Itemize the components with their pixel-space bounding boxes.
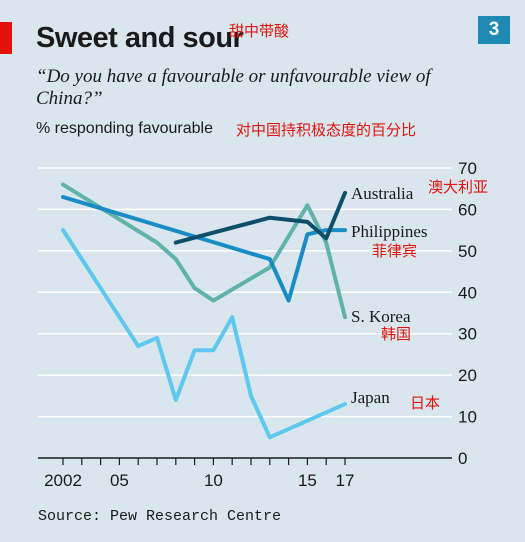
series-label-japan: Japan [351, 388, 390, 407]
series-line-australia [173, 190, 347, 245]
series-lines [61, 182, 347, 440]
y-axis-tick-labels: 0 10 20 30 40 50 60 70 [458, 159, 477, 468]
series-label-chinese-australia: 澳大利亚 [428, 178, 488, 196]
series-label-chinese-philippines: 菲律宾 [372, 242, 417, 260]
y-tick-0: 0 [458, 449, 467, 468]
y-tick-50: 50 [458, 242, 477, 261]
x-axis-ticks: 2002 05 10 15 17 [44, 458, 354, 490]
red-tab [0, 22, 12, 54]
series-label-chinese-s-korea: 韩国 [381, 325, 411, 343]
chart-measure: % responding favourable [36, 120, 214, 137]
y-tick-40: 40 [458, 283, 477, 302]
x-tick-label-2015: 15 [298, 471, 317, 490]
y-tick-70: 70 [458, 159, 477, 178]
x-tick-label-2017: 17 [336, 471, 355, 490]
x-tick-label-2010: 10 [204, 471, 223, 490]
series-label-chinese-japan: 日本 [410, 394, 440, 412]
chart-title: Sweet and sour [36, 22, 244, 54]
y-tick-20: 20 [458, 366, 477, 385]
series-label-s-korea: S. Korea [351, 307, 411, 326]
series-line-japan [61, 228, 347, 440]
source-note: Source: Pew Research Centre [38, 508, 282, 525]
chart-subtitle: “Do you have a favourable or unfavourabl… [36, 66, 431, 109]
x-tick-label-2005: 05 [110, 471, 129, 490]
chart-number-badge: 3 [478, 16, 510, 44]
series-label-philippines: Philippines [351, 222, 428, 241]
chart-title-chinese: 甜中带酸 [229, 23, 290, 40]
y-tick-60: 60 [458, 200, 477, 219]
x-tick-label-2002: 2002 [44, 471, 82, 490]
y-tick-10: 10 [458, 408, 477, 427]
series-label-australia: Australia [351, 184, 414, 203]
y-tick-30: 30 [458, 325, 477, 344]
chart-measure-chinese: 对中国持积极态度的百分比 [236, 122, 417, 139]
